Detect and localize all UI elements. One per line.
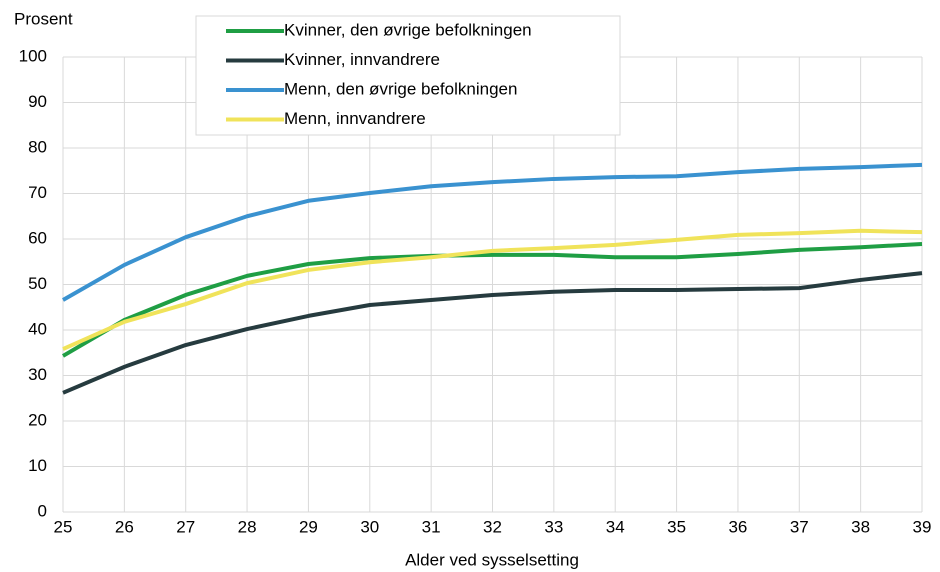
y-tick-label: 60 xyxy=(28,228,47,247)
x-tick-label: 33 xyxy=(544,517,563,536)
series-line xyxy=(62,271,923,395)
y-unit-label: Prosent xyxy=(14,9,73,28)
x-tick-label: 27 xyxy=(176,517,195,536)
y-tick-label: 30 xyxy=(28,365,47,384)
x-tick-label: 32 xyxy=(483,517,502,536)
y-tick-label: 40 xyxy=(28,319,47,338)
series-line xyxy=(61,242,923,358)
legend-label: Kvinner, innvandrere xyxy=(284,50,440,69)
x-tick-label: 25 xyxy=(54,517,73,536)
x-tick-label: 38 xyxy=(851,517,870,536)
x-tick-label: 37 xyxy=(790,517,809,536)
x-tick-label: 39 xyxy=(913,517,932,536)
y-tick-label: 90 xyxy=(28,92,47,111)
legend-label: Kvinner, den øvrige befolkningen xyxy=(284,20,532,39)
legend-box xyxy=(195,15,621,136)
x-tick-label: 35 xyxy=(667,517,686,536)
y-tick-label: 50 xyxy=(28,274,47,293)
x-tick-label: 26 xyxy=(115,517,134,536)
x-tick-label: 31 xyxy=(422,517,441,536)
legend-label: Menn, innvandrere xyxy=(284,109,426,128)
series-line xyxy=(62,162,923,302)
y-tick-label: 80 xyxy=(28,137,47,156)
x-tick-label: 36 xyxy=(728,517,747,536)
series-line xyxy=(62,228,923,351)
y-tick-label: 70 xyxy=(28,183,47,202)
legend-label: Menn, den øvrige befolkningen xyxy=(284,79,517,98)
y-tick-label: 10 xyxy=(28,456,47,475)
x-axis-label: Alder ved sysselsetting xyxy=(405,550,579,569)
y-tick-label: 20 xyxy=(28,410,47,429)
y-tick-label: 100 xyxy=(19,46,47,65)
x-tick-label: 28 xyxy=(238,517,257,536)
x-tick-label: 34 xyxy=(606,517,625,536)
x-tick-label: 29 xyxy=(299,517,318,536)
y-tick-label: 0 xyxy=(38,501,47,520)
x-tick-label: 30 xyxy=(360,517,379,536)
